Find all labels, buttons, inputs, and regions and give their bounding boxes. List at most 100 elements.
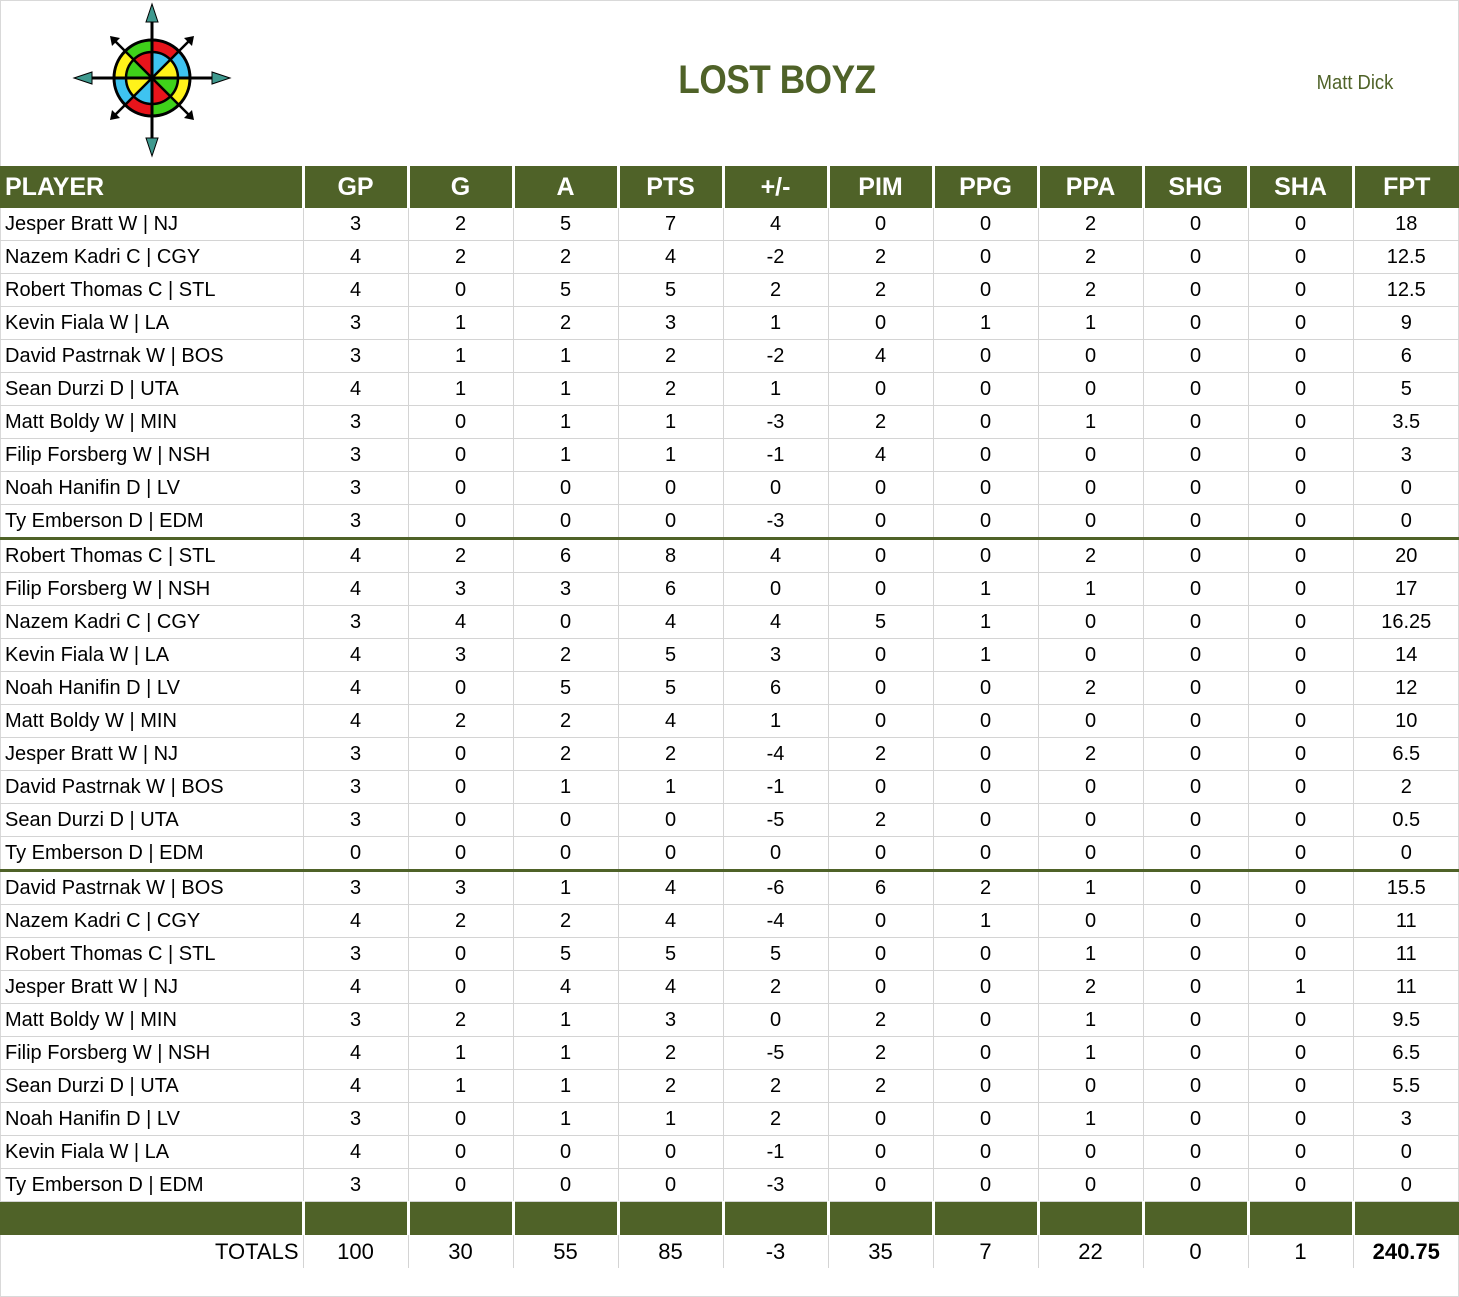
stat-cell-a: 1 <box>512 770 619 804</box>
stat-cell-g: 0 <box>407 937 514 971</box>
stat-cell-plus-minus: -2 <box>722 339 829 373</box>
stat-cell-ppg: 2 <box>932 869 1039 905</box>
stat-cell-a: 1 <box>512 339 619 373</box>
stat-cell-pim: 2 <box>827 1069 934 1103</box>
stat-cell-g: 0 <box>407 1135 514 1169</box>
stat-cell-sha: 0 <box>1247 273 1354 307</box>
stat-cell-gp: 4 <box>302 1135 409 1169</box>
player-name-cell: David Pastrnak W | BOS <box>0 770 304 804</box>
stat-cell-shg: 0 <box>1142 869 1249 905</box>
stat-cell-shg: 0 <box>1142 638 1249 672</box>
stat-cell-plus-minus: 0 <box>722 1003 829 1037</box>
stat-cell-ppa: 1 <box>1037 572 1144 606</box>
player-name-cell: Sean Durzi D | UTA <box>0 1069 304 1103</box>
stat-cell-pim: 0 <box>827 1102 934 1136</box>
stat-cell-g: 0 <box>407 504 514 539</box>
stat-cell-sha: 0 <box>1247 339 1354 373</box>
stat-cell-ppa: 0 <box>1037 770 1144 804</box>
stat-cell-pts: 2 <box>617 737 724 771</box>
table-row: Matt Boldy W | MIN 3 0 1 1 -3 2 0 1 0 0 3.5 <box>0 405 1459 439</box>
band-cell <box>826 1201 933 1235</box>
table-row: Robert Thomas C | STL 4 2 6 8 4 0 0 2 0 0 20 <box>0 537 1459 573</box>
stat-cell-ppa: 0 <box>1037 904 1144 938</box>
player-name-cell: Robert Thomas C | STL <box>0 273 304 307</box>
stat-cell-pim: 0 <box>827 770 934 804</box>
table-row: Filip Forsberg W | NSH 3 0 1 1 -1 4 0 0 0 0 3 <box>0 438 1459 472</box>
band-cell <box>301 1201 408 1235</box>
player-name-cell: Kevin Fiala W | LA <box>0 638 304 672</box>
stat-cell-g: 0 <box>407 737 514 771</box>
stat-cell-shg: 0 <box>1142 405 1249 439</box>
stat-cell-pts: 0 <box>617 1135 724 1169</box>
stat-cell-g: 0 <box>407 671 514 705</box>
stat-cell-a: 0 <box>512 803 619 837</box>
stat-cell-ppa: 2 <box>1037 273 1144 307</box>
stat-cell-fpt: 0 <box>1352 1135 1459 1169</box>
stat-cell-shg: 0 <box>1142 737 1249 771</box>
stat-cell-pts: 2 <box>617 339 724 373</box>
stat-cell-pts: 2 <box>617 1069 724 1103</box>
column-header-plus-minus: +/- <box>721 166 828 208</box>
stat-cell-gp: 4 <box>302 572 409 606</box>
stat-cell-pim: 2 <box>827 803 934 837</box>
stat-cell-a: 1 <box>512 405 619 439</box>
player-name-cell: Matt Boldy W | MIN <box>0 1003 304 1037</box>
stat-cell-pim: 0 <box>827 1168 934 1202</box>
stat-cell-g: 1 <box>407 339 514 373</box>
stat-cell-shg: 0 <box>1142 572 1249 606</box>
stat-cell-pim: 4 <box>827 339 934 373</box>
player-name-cell: Noah Hanifin D | LV <box>0 1102 304 1136</box>
stat-cell-plus-minus: -2 <box>722 240 829 274</box>
stat-cell-shg: 0 <box>1142 372 1249 406</box>
stat-cell-g: 0 <box>407 970 514 1004</box>
player-name-cell: Nazem Kadri C | CGY <box>0 605 304 639</box>
stat-cell-shg: 0 <box>1142 836 1249 871</box>
stat-cell-pts: 7 <box>617 208 724 241</box>
stat-cell-fpt: 12 <box>1352 671 1459 705</box>
stat-cell-ppg: 0 <box>932 1036 1039 1070</box>
stat-cell-ppg: 1 <box>932 572 1039 606</box>
stat-cell-g: 1 <box>407 306 514 340</box>
stat-cell-g: 2 <box>407 1003 514 1037</box>
stat-cell-a: 1 <box>512 438 619 472</box>
table-row: David Pastrnak W | BOS 3 3 1 4 -6 6 2 1 0 0 15.5 <box>0 869 1459 905</box>
stat-cell-fpt: 6.5 <box>1352 737 1459 771</box>
stat-cell-pim: 2 <box>827 405 934 439</box>
stat-cell-pts: 0 <box>617 836 724 871</box>
stat-cell-pim: 0 <box>827 471 934 505</box>
stat-cell-plus-minus: 4 <box>722 605 829 639</box>
stat-cell-sha: 0 <box>1247 1069 1354 1103</box>
stat-cell-g: 0 <box>407 770 514 804</box>
stat-cell-a: 0 <box>512 1168 619 1202</box>
stat-cell-sha: 0 <box>1247 1036 1354 1070</box>
stat-cell-a: 5 <box>512 937 619 971</box>
stat-cell-pts: 4 <box>617 240 724 274</box>
stat-cell-g: 2 <box>407 208 514 241</box>
player-name-cell: David Pastrnak W | BOS <box>0 869 304 905</box>
stat-cell-a: 0 <box>512 471 619 505</box>
stat-cell-a: 0 <box>512 504 619 539</box>
stat-cell-fpt: 18 <box>1352 208 1459 241</box>
stat-cell-pts: 3 <box>617 306 724 340</box>
stat-cell-plus-minus: 1 <box>722 372 829 406</box>
stat-cell-ppa: 0 <box>1037 504 1144 539</box>
stat-cell-gp: 3 <box>302 869 409 905</box>
table-row: Noah Hanifin D | LV 3 0 0 0 0 0 0 0 0 0 0 <box>0 471 1459 505</box>
stat-cell-plus-minus: 2 <box>722 273 829 307</box>
stat-cell-g: 3 <box>407 572 514 606</box>
stat-cell-sha: 0 <box>1247 605 1354 639</box>
table-row: Matt Boldy W | MIN 3 2 1 3 0 2 0 1 0 0 9.5 <box>0 1003 1459 1037</box>
player-name-cell: Ty Emberson D | EDM <box>0 1168 304 1202</box>
stat-cell-pts: 3 <box>617 1003 724 1037</box>
stat-cell-sha: 0 <box>1247 240 1354 274</box>
stat-cell-pts: 8 <box>617 537 724 573</box>
stat-cell-fpt: 0 <box>1352 836 1459 871</box>
stat-cell-gp: 4 <box>302 372 409 406</box>
stat-cell-a: 0 <box>512 1135 619 1169</box>
player-name-cell: Filip Forsberg W | NSH <box>0 572 304 606</box>
stat-cell-sha: 0 <box>1247 438 1354 472</box>
stat-cell-sha: 0 <box>1247 1102 1354 1136</box>
stat-cell-ppg: 0 <box>932 1102 1039 1136</box>
table-row: Filip Forsberg W | NSH 4 3 3 6 0 0 1 1 0 0 17 <box>0 572 1459 606</box>
stat-cell-gp: 3 <box>302 605 409 639</box>
